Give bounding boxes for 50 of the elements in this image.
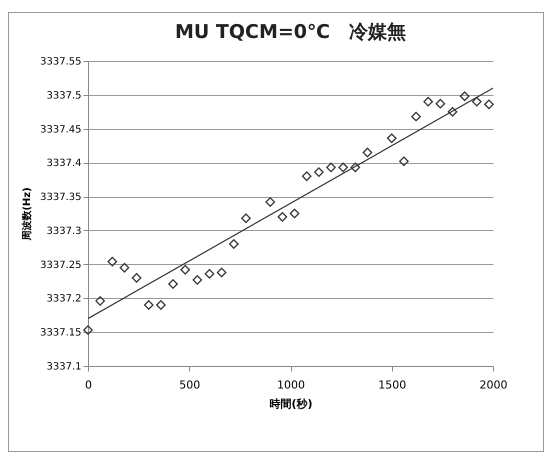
point [156,300,166,310]
point [472,96,482,106]
x-tick-label: 1500 [378,378,406,392]
x-tick-label: 1000 [277,378,305,392]
point [399,156,409,166]
y-tick-label: 3337.2 [46,294,82,305]
point [338,162,348,172]
point [386,133,397,144]
point [216,268,226,278]
point [192,275,202,285]
point [144,300,154,310]
y-tick-label: 3337.45 [40,124,82,136]
point [362,148,372,158]
y-tick-label: 3337.15 [40,328,82,339]
x-tick-label: 2000 [480,378,508,392]
point [241,213,251,224]
x-tick-label: 0 [85,378,92,392]
point [448,107,458,117]
y-tick-label: 3337.5 [46,90,82,102]
y-tick-label: 3337.1 [46,362,82,372]
point [83,325,93,335]
point [460,91,470,102]
point [278,212,288,222]
point [484,100,494,110]
y-tick-label: 3337.25 [40,260,82,271]
y-tick-label: 3337.3 [46,226,82,237]
y-tick-label: 3337.35 [40,192,82,204]
y-axis-title: 周波数(Hz) [21,187,34,242]
y-tick-label: 3337.55 [40,56,82,68]
point [436,98,446,109]
point [132,273,142,283]
point [423,96,434,106]
point [180,264,190,275]
chart-title: MU TQCM=0℃ 冷媒無 [174,21,406,43]
point [95,296,105,306]
point [120,262,130,273]
point [228,239,239,249]
y-tick-label: 3337.4 [46,158,82,170]
point [168,279,178,289]
point [302,171,312,182]
x-axis-title: 時間(秒) [269,398,313,410]
point [411,112,421,122]
point [265,197,276,207]
point [290,208,300,218]
x-tick-label: 500 [179,378,200,392]
point [350,162,360,172]
point [326,162,336,172]
point [107,256,118,266]
point [314,167,324,177]
point [204,268,214,279]
